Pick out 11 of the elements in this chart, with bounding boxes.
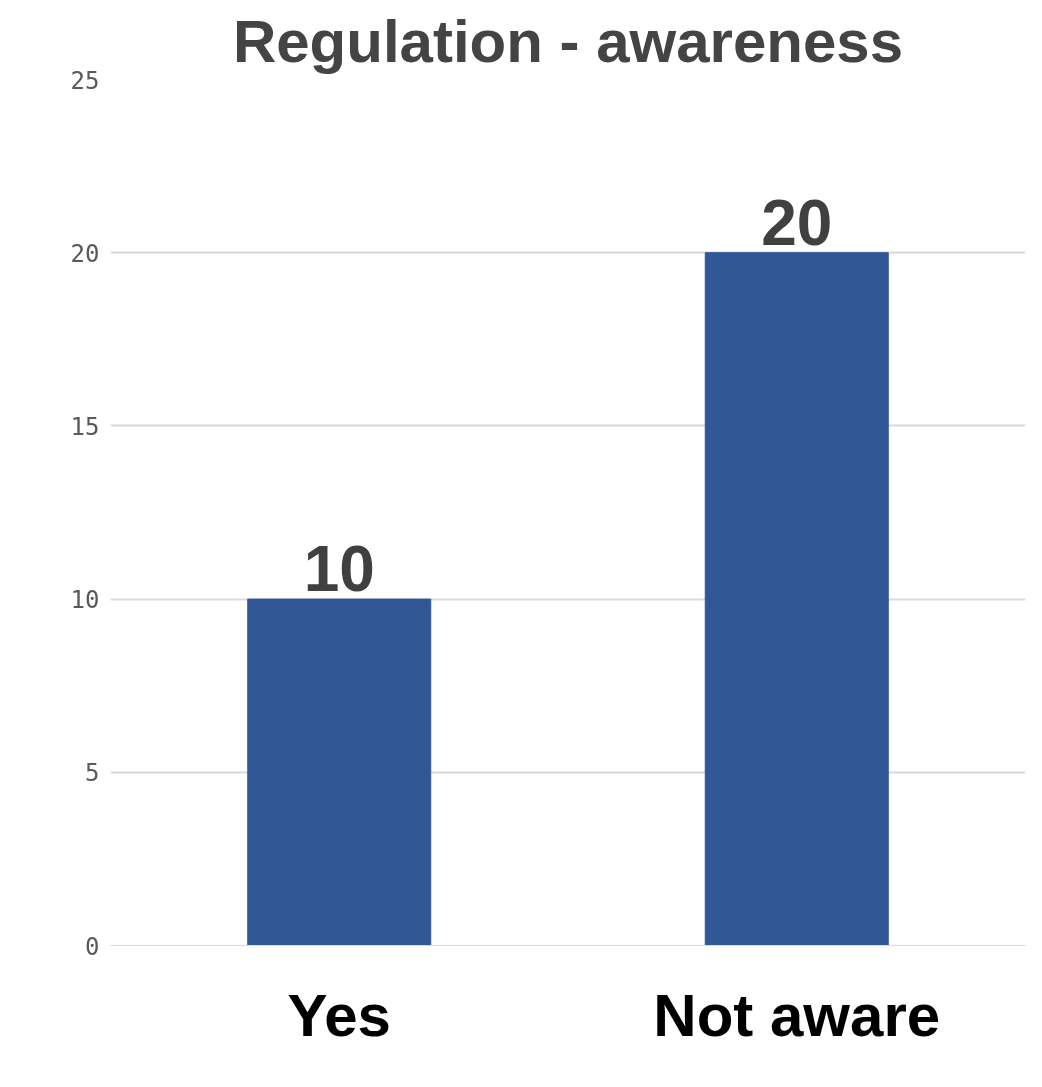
y-tick-label: 5 xyxy=(85,759,100,788)
x-tick-label: Yes xyxy=(287,981,391,1049)
data-label: 10 xyxy=(303,533,375,606)
chart-title: Regulation - awareness xyxy=(232,7,904,75)
y-tick-label: 0 xyxy=(85,932,100,961)
y-tick-label: 15 xyxy=(70,412,100,441)
y-tick-label: 20 xyxy=(70,239,100,268)
x-tick-label: Not aware xyxy=(653,981,941,1049)
y-tick-label: 10 xyxy=(70,586,100,615)
data-label: 20 xyxy=(761,186,833,259)
y-tick-label: 25 xyxy=(70,66,100,95)
